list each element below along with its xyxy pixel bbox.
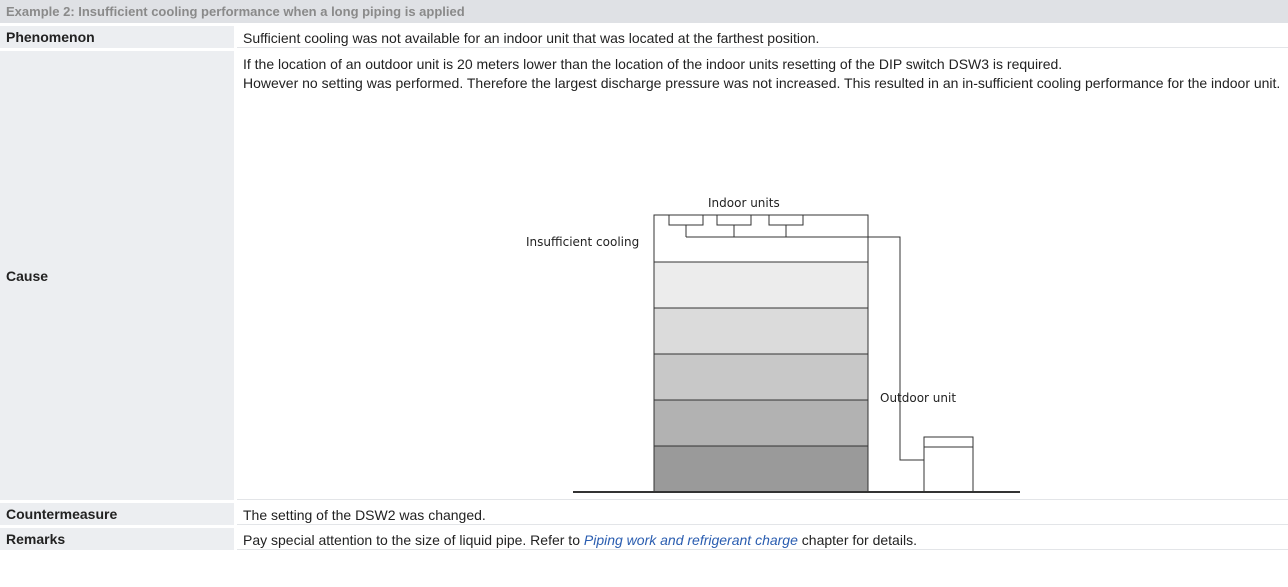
text: chapter for details. — [797, 532, 917, 548]
row-label: Countermeasure — [0, 503, 234, 525]
row-text: Pay special attention to the size of liq… — [237, 528, 1288, 550]
paragraph: If the location of an outdoor unit is 20… — [243, 56, 1063, 72]
row-text: Sufficient cooling was not available for… — [237, 26, 1288, 48]
row-label: Remarks — [0, 528, 234, 550]
diagram-label: Insufficient cooling — [526, 235, 639, 249]
row-label: Phenomenon — [0, 26, 234, 48]
table-header: Example 2: Insufficient cooling performa… — [0, 0, 1288, 23]
diagram-label: Outdoor unit — [880, 391, 956, 405]
diagram-label: Indoor units — [708, 196, 780, 210]
row-label: Cause — [0, 51, 234, 500]
label-text: Cause — [6, 267, 49, 284]
row-text: The setting of the DSW2 was changed. — [237, 503, 1288, 525]
text: Pay special attention to the size of liq… — [243, 532, 584, 548]
paragraph: However no setting was performed. Theref… — [243, 75, 1281, 91]
link[interactable]: Piping work and refrigerant charge — [583, 532, 798, 548]
